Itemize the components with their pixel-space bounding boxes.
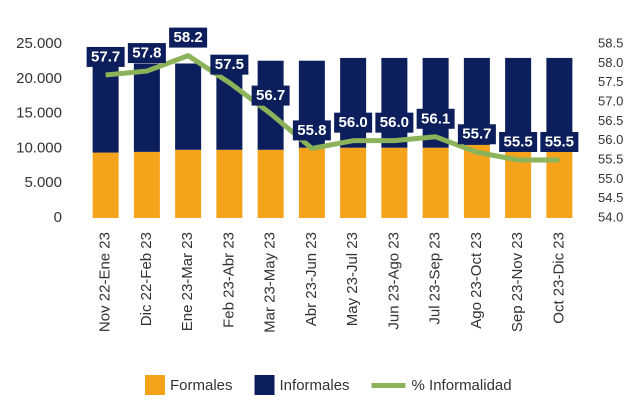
data-label: 55.5	[545, 133, 574, 150]
data-label-box	[375, 112, 414, 133]
bar	[92, 63, 119, 153]
bar	[257, 149, 284, 218]
data-label: 57.7	[91, 48, 120, 65]
y-tick-label: 20.000	[16, 70, 62, 87]
legend-swatch	[145, 375, 165, 395]
bar	[381, 147, 408, 218]
y2-tick-label: 54.0	[598, 209, 623, 224]
bar	[92, 152, 119, 218]
bar	[298, 147, 325, 218]
x-tick-label: Abr 23-Jun 23	[303, 232, 320, 326]
data-label-box	[127, 43, 166, 64]
data-label: 57.8	[132, 45, 161, 62]
data-label-box	[457, 124, 496, 145]
y-tick-label: 25.000	[16, 35, 62, 52]
data-label-box	[292, 120, 331, 141]
y2-tick-label: 56.5	[598, 113, 623, 128]
line	[105, 53, 560, 163]
x-tick-label: Dic 22-Feb 23	[138, 232, 155, 326]
data-label: 56.0	[339, 114, 368, 131]
bar	[340, 147, 367, 218]
y2-tick-label: 55.0	[598, 171, 623, 186]
data-label-box	[251, 85, 290, 106]
data-label-box	[169, 27, 208, 48]
bar	[133, 63, 160, 152]
data-label-box	[334, 112, 373, 133]
data-label: 56.0	[380, 114, 409, 131]
legend-label: % Informalidad	[412, 377, 512, 394]
bar	[340, 57, 367, 148]
bar	[381, 57, 408, 148]
x-tick-label: Ene 23-Mar 23	[179, 232, 196, 331]
y-tick-label: 10.000	[16, 139, 62, 156]
data-label-box	[210, 54, 249, 75]
data-label: 55.7	[462, 126, 491, 143]
y-tick-label: 0	[54, 209, 62, 226]
bar	[422, 57, 449, 148]
bar	[422, 147, 449, 218]
bar	[175, 63, 202, 150]
data-label: 56.7	[256, 87, 285, 104]
y-tick-label: 15.000	[16, 105, 62, 122]
data-label: 57.5	[215, 56, 244, 73]
bar	[463, 144, 490, 218]
bar	[216, 149, 243, 218]
x-tick-label: Nov 22-Ene 23	[97, 232, 114, 332]
y2-tick-label: 56.0	[598, 132, 623, 147]
data-label: 55.8	[297, 122, 326, 139]
y2-tick-label: 57.5	[598, 74, 623, 89]
x-tick-label: May 23-Jul 23	[344, 232, 361, 326]
legend-swatch	[254, 375, 275, 395]
x-tick-label: Ago 23-Oct 23	[468, 232, 485, 329]
data-label: 58.2	[174, 29, 203, 46]
legend-label: Informales	[280, 377, 350, 394]
x-tick-label: Mar 23-May 23	[262, 232, 279, 333]
data-label-box	[499, 132, 538, 152]
x-tick-label: Jun 23-Ago 23	[385, 232, 402, 330]
x-tick-label: Jul 23-Sep 23	[427, 232, 444, 325]
data-label-box	[540, 132, 579, 152]
y2-tick-label: 57.0	[598, 93, 623, 108]
data-label: 55.5	[504, 133, 533, 150]
y2-tick-label: 58.0	[598, 55, 623, 70]
y2-tick-label: 55.5	[598, 151, 623, 166]
data-label-box	[416, 108, 455, 129]
x-tick-label: Feb 23-Abr 23	[220, 232, 237, 328]
data-label: 56.1	[421, 110, 450, 127]
legend-label: Formales	[170, 377, 233, 394]
x-tick-label: Sep 23-Nov 23	[509, 232, 526, 332]
bar	[175, 149, 202, 218]
legend-swatch	[371, 383, 406, 388]
x-tick-label: Oct 23-Dic 23	[550, 232, 567, 324]
y2-tick-label: 58.5	[598, 35, 623, 50]
bar	[133, 151, 160, 218]
y-tick-label: 5.000	[24, 174, 62, 191]
data-label-box	[86, 46, 125, 67]
y2-tick-label: 54.5	[598, 190, 623, 205]
